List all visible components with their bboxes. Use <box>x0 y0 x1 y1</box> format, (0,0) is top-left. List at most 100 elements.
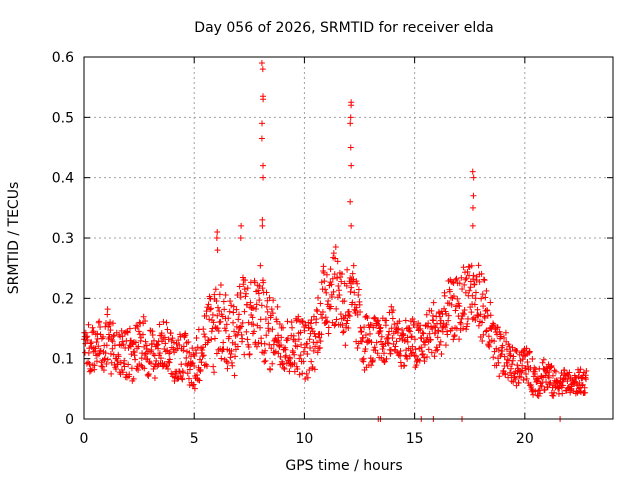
data-point <box>408 333 415 340</box>
data-point <box>311 366 318 373</box>
data-point <box>463 275 470 282</box>
data-point <box>145 371 152 378</box>
data-point <box>395 325 402 332</box>
data-point <box>456 303 463 310</box>
data-point <box>208 305 215 312</box>
data-point <box>295 336 302 343</box>
data-point <box>459 310 466 317</box>
data-point <box>234 291 241 298</box>
data-point <box>135 367 142 374</box>
data-point <box>559 390 566 397</box>
data-point <box>548 362 555 369</box>
data-point <box>226 333 233 340</box>
data-point <box>357 308 364 315</box>
data-point <box>120 341 127 348</box>
data-point <box>451 333 458 340</box>
data-point <box>282 346 289 353</box>
data-point <box>225 315 232 322</box>
data-point <box>286 359 293 366</box>
data-point <box>100 333 107 340</box>
data-point <box>229 339 236 346</box>
data-point <box>373 339 380 346</box>
data-point <box>216 307 223 314</box>
data-point <box>321 278 328 285</box>
data-point <box>546 380 553 387</box>
data-point <box>320 269 327 276</box>
data-point <box>470 272 477 279</box>
data-point <box>473 277 480 284</box>
data-point <box>88 339 95 346</box>
data-point <box>253 343 260 350</box>
data-point <box>470 192 477 199</box>
grid-lines <box>84 57 613 419</box>
data-point <box>437 317 444 324</box>
data-point <box>180 343 187 350</box>
data-point <box>194 344 201 351</box>
data-point <box>110 320 117 327</box>
data-point <box>114 361 121 368</box>
data-point <box>86 360 93 367</box>
data-point <box>189 345 196 352</box>
data-point <box>343 320 350 327</box>
data-point <box>357 324 364 331</box>
data-point <box>499 348 506 355</box>
data-point <box>351 289 358 296</box>
data-point <box>335 283 342 290</box>
data-point <box>453 325 460 332</box>
data-point <box>101 355 108 362</box>
data-point <box>239 335 246 342</box>
data-point <box>418 344 425 351</box>
data-point <box>419 351 426 358</box>
data-point <box>243 328 250 335</box>
data-point <box>369 357 376 364</box>
data-point <box>227 351 234 358</box>
data-point <box>436 341 443 348</box>
data-point <box>176 342 183 349</box>
data-point <box>289 324 296 331</box>
data-point <box>227 298 234 305</box>
data-point <box>347 288 354 295</box>
data-point <box>109 345 116 352</box>
data-point <box>214 325 221 332</box>
data-point <box>332 243 339 250</box>
data-point <box>294 343 301 350</box>
data-point <box>189 360 196 367</box>
data-point <box>238 331 245 338</box>
data-point <box>468 262 475 269</box>
data-point <box>166 356 173 363</box>
data-point <box>257 324 264 331</box>
data-point <box>167 330 174 337</box>
data-point <box>438 350 445 357</box>
data-point <box>498 351 505 358</box>
data-point <box>434 334 441 341</box>
data-point <box>257 262 264 269</box>
data-point <box>475 262 482 269</box>
data-point <box>190 381 197 388</box>
data-point <box>96 318 103 325</box>
data-point <box>464 268 471 275</box>
data-point <box>271 349 278 356</box>
data-point <box>250 321 257 328</box>
data-point <box>494 324 501 331</box>
data-point <box>155 345 162 352</box>
data-point <box>259 216 266 223</box>
data-point <box>389 315 396 322</box>
data-point <box>479 338 486 345</box>
data-point <box>138 334 145 341</box>
data-point <box>441 292 448 299</box>
data-point <box>82 340 89 347</box>
data-point <box>374 318 381 325</box>
data-point <box>340 329 347 336</box>
data-point <box>224 365 231 372</box>
data-point <box>308 317 315 324</box>
data-point <box>506 369 513 376</box>
data-point <box>446 288 453 295</box>
data-point <box>259 285 266 292</box>
data-point <box>461 307 468 314</box>
data-point <box>566 369 573 376</box>
data-point <box>519 356 526 363</box>
data-point <box>457 319 464 326</box>
data-point <box>148 347 155 354</box>
y-tick-label: 0.2 <box>52 291 74 307</box>
data-point <box>315 294 322 301</box>
